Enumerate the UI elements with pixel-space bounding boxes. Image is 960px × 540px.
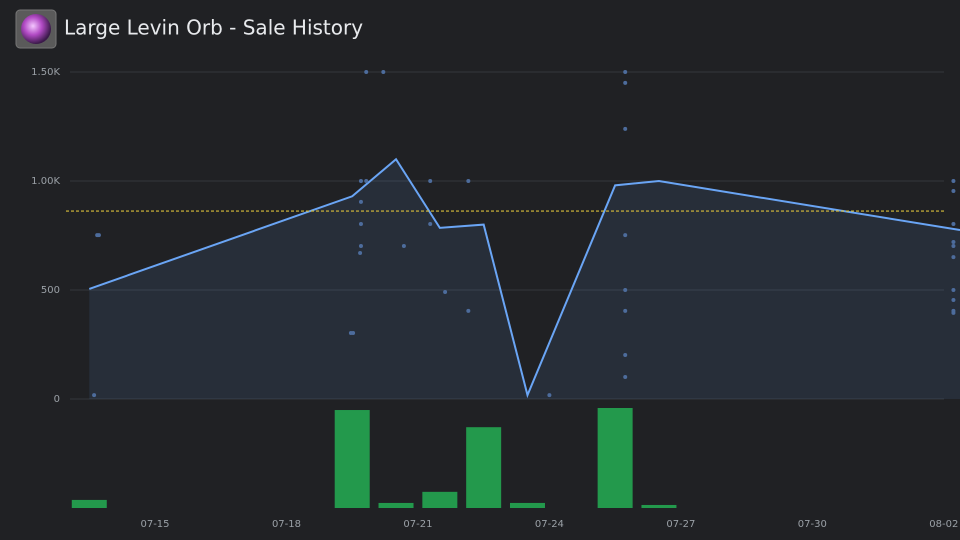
sale-point xyxy=(623,126,628,131)
sale-point xyxy=(466,179,471,183)
plot xyxy=(66,70,960,508)
sale-point xyxy=(364,179,369,183)
volume-bar xyxy=(597,408,633,508)
chart-title: Large Levin Orb - Sale History xyxy=(64,16,363,40)
sale-point xyxy=(466,308,471,313)
volume-bar xyxy=(71,499,107,508)
sale-point xyxy=(623,308,628,313)
sale-point xyxy=(951,288,956,292)
sale-point xyxy=(358,199,363,204)
sale-point xyxy=(428,179,433,183)
sale-point xyxy=(951,189,956,194)
y-tick-label: 500 xyxy=(41,285,60,296)
x-tick-label: 07-30 xyxy=(798,519,827,530)
x-tick-label: 07-27 xyxy=(666,519,695,530)
sale-point xyxy=(623,288,628,292)
volume-bar xyxy=(334,410,370,508)
sale-point xyxy=(428,221,433,226)
y-tick-label: 0 xyxy=(54,394,60,405)
sale-point xyxy=(381,70,386,74)
volume-bar xyxy=(509,502,545,508)
volume-bar xyxy=(641,504,677,508)
y-tick-label: 1.50K xyxy=(31,67,60,78)
volume-bar xyxy=(378,502,414,508)
x-tick-label: 07-15 xyxy=(140,519,169,530)
sale-point xyxy=(623,374,628,379)
sale-point xyxy=(92,393,97,398)
y-tick-label: 1.00K xyxy=(31,176,60,187)
x-tick-label: 07-21 xyxy=(403,519,432,530)
price-line xyxy=(88,157,960,399)
price-area xyxy=(89,159,960,399)
volume-bar xyxy=(422,491,458,508)
sale-point xyxy=(364,70,369,74)
sale-point xyxy=(623,80,628,85)
sale-point xyxy=(358,179,363,183)
sale-point xyxy=(951,221,956,226)
sale-point xyxy=(401,243,406,248)
item-icon xyxy=(15,9,57,49)
sale-point xyxy=(623,352,628,357)
sale-point xyxy=(547,393,552,398)
volume-bar xyxy=(466,427,502,508)
sale-point xyxy=(951,179,956,183)
x-tick-label: 07-18 xyxy=(272,519,301,530)
sale-point xyxy=(951,310,956,315)
sale-point xyxy=(951,298,956,303)
x-tick-label: 07-24 xyxy=(535,519,564,530)
sale-point xyxy=(351,330,356,335)
sale-point xyxy=(96,233,101,238)
sale-point xyxy=(951,255,956,260)
sale-point xyxy=(358,250,363,255)
sale-point xyxy=(358,221,363,226)
sale-point xyxy=(443,289,448,294)
sale-point xyxy=(951,243,956,248)
sale-point xyxy=(623,70,628,74)
sale-point xyxy=(951,240,956,245)
x-tick-label: 08-02 xyxy=(929,519,958,530)
sale-point xyxy=(358,243,363,248)
sale-point xyxy=(623,233,628,238)
